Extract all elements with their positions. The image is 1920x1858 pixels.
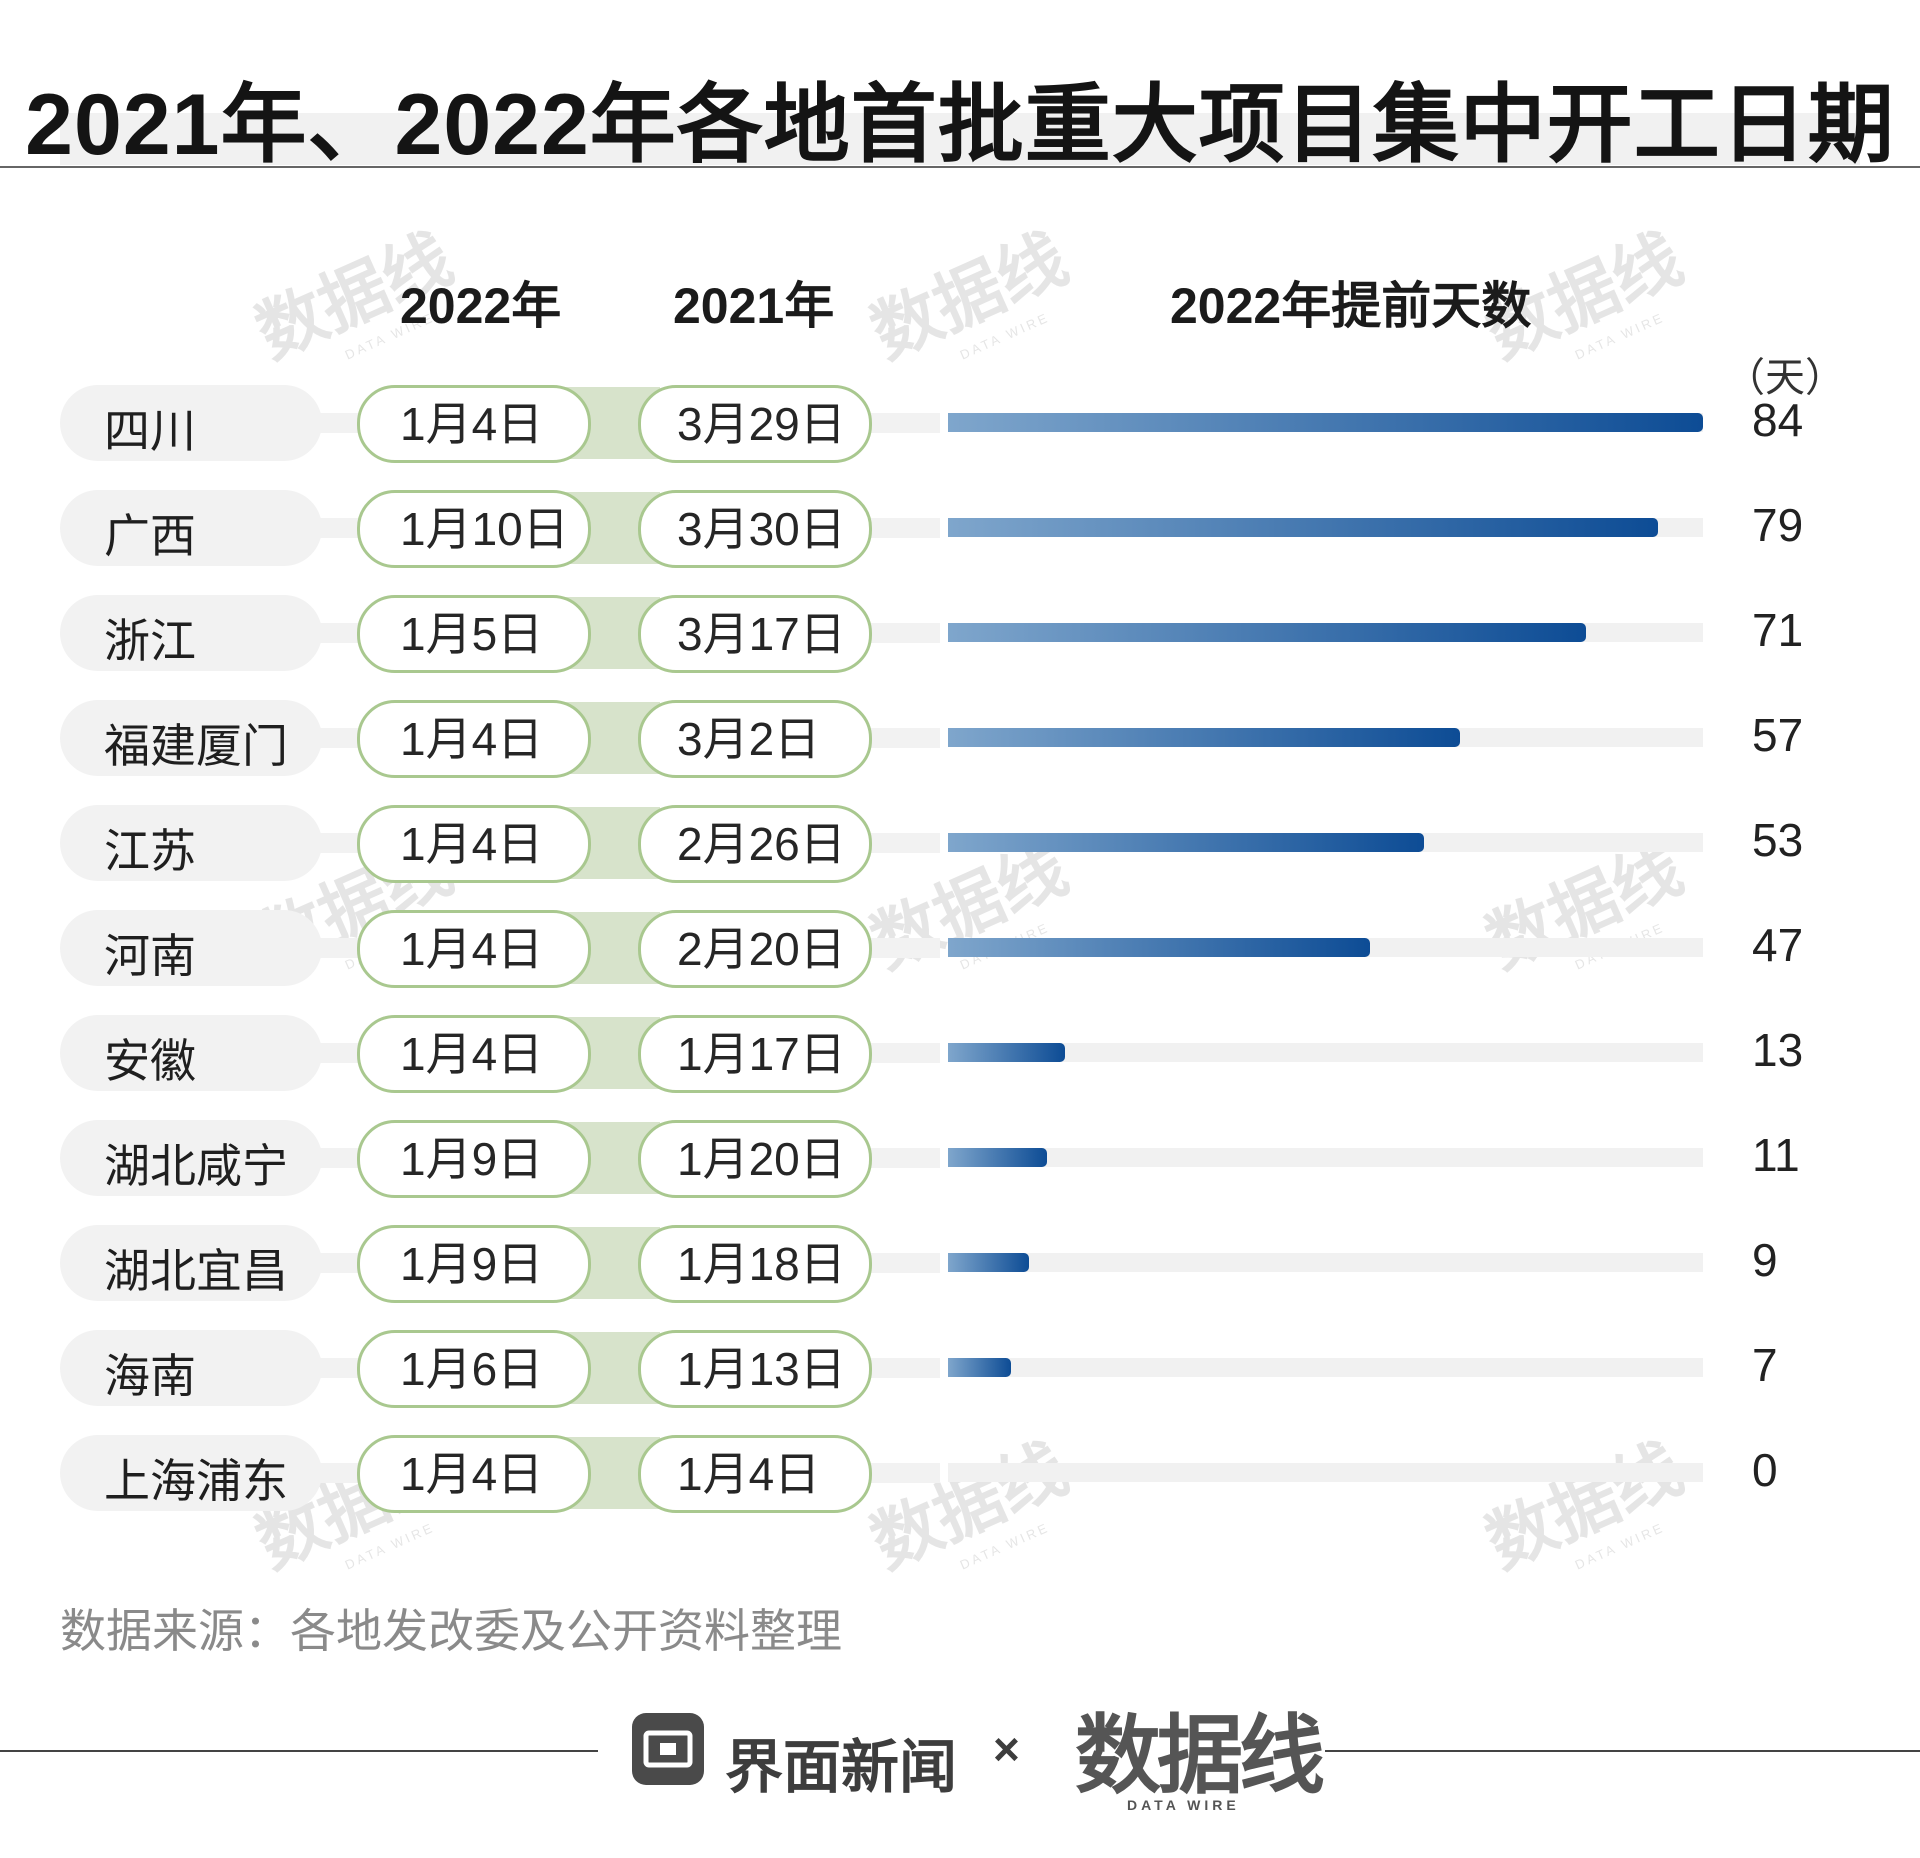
data-label: 53 xyxy=(1752,814,1804,866)
region-pill xyxy=(60,1120,322,1196)
unit-label: （天） xyxy=(1725,356,1845,400)
bar xyxy=(948,1358,1011,1377)
data-label: 13 xyxy=(1752,1024,1804,1076)
date-2021-pill: 1月18日 xyxy=(638,1225,872,1303)
date-2021-pill: 3月30日 xyxy=(638,490,872,568)
region-label: 河南 xyxy=(104,930,196,982)
date-2021-pill: 1月20日 xyxy=(638,1120,872,1198)
brand-name: 界面新闻 xyxy=(725,1735,958,1800)
title-band xyxy=(60,113,1860,165)
region-pill xyxy=(60,805,322,881)
region-label: 广西 xyxy=(104,510,196,562)
table-row: 海南 1月6日 1月13日 7 xyxy=(0,1328,1920,1408)
header-2022: 2022年 xyxy=(400,278,562,334)
data-label: 84 xyxy=(1752,394,1804,446)
table-row: 江苏 1月4日 2月26日 53 xyxy=(0,803,1920,883)
table-row: 福建厦门 1月4日 3月2日 57 xyxy=(0,698,1920,778)
date-2021-pill: 3月17日 xyxy=(638,595,872,673)
cross-symbol: × xyxy=(993,1723,1020,1775)
date-2021-pill: 1月13日 xyxy=(638,1330,872,1408)
date-2022-pill: 1月5日 xyxy=(357,595,591,673)
region-pill xyxy=(60,1330,322,1406)
table-row: 上海浦东 1月4日 1月4日 0 xyxy=(0,1433,1920,1513)
bar-track xyxy=(948,1358,1703,1377)
date-2022-pill: 1月9日 xyxy=(357,1120,591,1198)
date-2022-pill: 1月4日 xyxy=(357,910,591,988)
bar xyxy=(948,1148,1047,1167)
data-label: 0 xyxy=(1752,1444,1778,1496)
bar xyxy=(948,1043,1065,1062)
region-pill xyxy=(60,595,322,671)
date-2021-pill: 2月20日 xyxy=(638,910,872,988)
region-label: 上海浦东 xyxy=(104,1455,288,1507)
table-row: 四川 1月4日 3月29日 84 xyxy=(0,383,1920,463)
region-pill xyxy=(60,700,322,776)
table-row: 河南 1月4日 2月20日 47 xyxy=(0,908,1920,988)
region-label: 湖北宜昌 xyxy=(104,1245,288,1297)
table-row: 浙江 1月5日 3月17日 71 xyxy=(0,593,1920,673)
region-pill xyxy=(60,1435,322,1511)
region-pill xyxy=(60,910,322,986)
bar xyxy=(948,413,1703,432)
region-pill xyxy=(60,1015,322,1091)
table-row: 广西 1月10日 3月30日 79 xyxy=(0,488,1920,568)
date-2021-pill: 2月26日 xyxy=(638,805,872,883)
bar xyxy=(948,623,1586,642)
date-2021-pill: 1月17日 xyxy=(638,1015,872,1093)
bar xyxy=(948,938,1370,957)
bar-track xyxy=(948,1463,1703,1482)
region-label: 安徽 xyxy=(104,1035,196,1087)
data-label: 11 xyxy=(1752,1129,1800,1181)
bar-track xyxy=(948,1253,1703,1272)
bar-track xyxy=(948,1148,1703,1167)
region-label: 海南 xyxy=(104,1350,196,1402)
date-2022-pill: 1月4日 xyxy=(357,700,591,778)
bar xyxy=(948,518,1658,537)
date-2022-pill: 1月4日 xyxy=(357,1015,591,1093)
footer-rule-left xyxy=(0,1750,598,1752)
table-row: 安徽 1月4日 1月17日 13 xyxy=(0,1013,1920,1093)
region-label: 江苏 xyxy=(104,825,196,877)
region-label: 四川 xyxy=(104,405,196,457)
header-advance-days: 2022年提前天数 xyxy=(1170,278,1532,334)
region-pill xyxy=(60,490,322,566)
date-2022-pill: 1月4日 xyxy=(357,385,591,463)
region-pill xyxy=(60,1225,322,1301)
footer-rule-right xyxy=(1325,1750,1920,1752)
data-wire-logo: 数据线 DATA WIRE xyxy=(1075,1708,1325,1813)
date-2022-pill: 1月4日 xyxy=(357,805,591,883)
date-2022-pill: 1月10日 xyxy=(357,490,591,568)
date-2022-pill: 1月9日 xyxy=(357,1225,591,1303)
region-pill xyxy=(60,385,322,461)
jiemian-logo-icon xyxy=(632,1713,704,1785)
table-row: 湖北宜昌 1月9日 1月18日 9 xyxy=(0,1223,1920,1303)
date-2021-pill: 1月4日 xyxy=(638,1435,872,1513)
data-label: 71 xyxy=(1752,604,1804,656)
data-label: 7 xyxy=(1752,1339,1778,1391)
title-divider xyxy=(0,166,1920,168)
bar xyxy=(948,728,1460,747)
data-source: 数据来源：各地发改委及公开资料整理 xyxy=(60,1605,842,1657)
bar xyxy=(948,1253,1029,1272)
date-2022-pill: 1月6日 xyxy=(357,1330,591,1408)
bar xyxy=(948,833,1424,852)
data-label: 57 xyxy=(1752,709,1804,761)
region-label: 福建厦门 xyxy=(104,720,288,772)
table-row: 湖北咸宁 1月9日 1月20日 11 xyxy=(0,1118,1920,1198)
data-label: 9 xyxy=(1752,1234,1778,1286)
bar-track xyxy=(948,1043,1703,1062)
region-label: 浙江 xyxy=(104,615,196,667)
date-2022-pill: 1月4日 xyxy=(357,1435,591,1513)
data-label: 47 xyxy=(1752,919,1804,971)
region-label: 湖北咸宁 xyxy=(104,1140,288,1192)
chart-title: 2021年、2022年各地首批重大项目集中开工日期 xyxy=(25,77,1895,173)
date-2021-pill: 3月2日 xyxy=(638,700,872,778)
header-2021: 2021年 xyxy=(673,278,835,334)
data-label: 79 xyxy=(1752,499,1804,551)
date-2021-pill: 3月29日 xyxy=(638,385,872,463)
